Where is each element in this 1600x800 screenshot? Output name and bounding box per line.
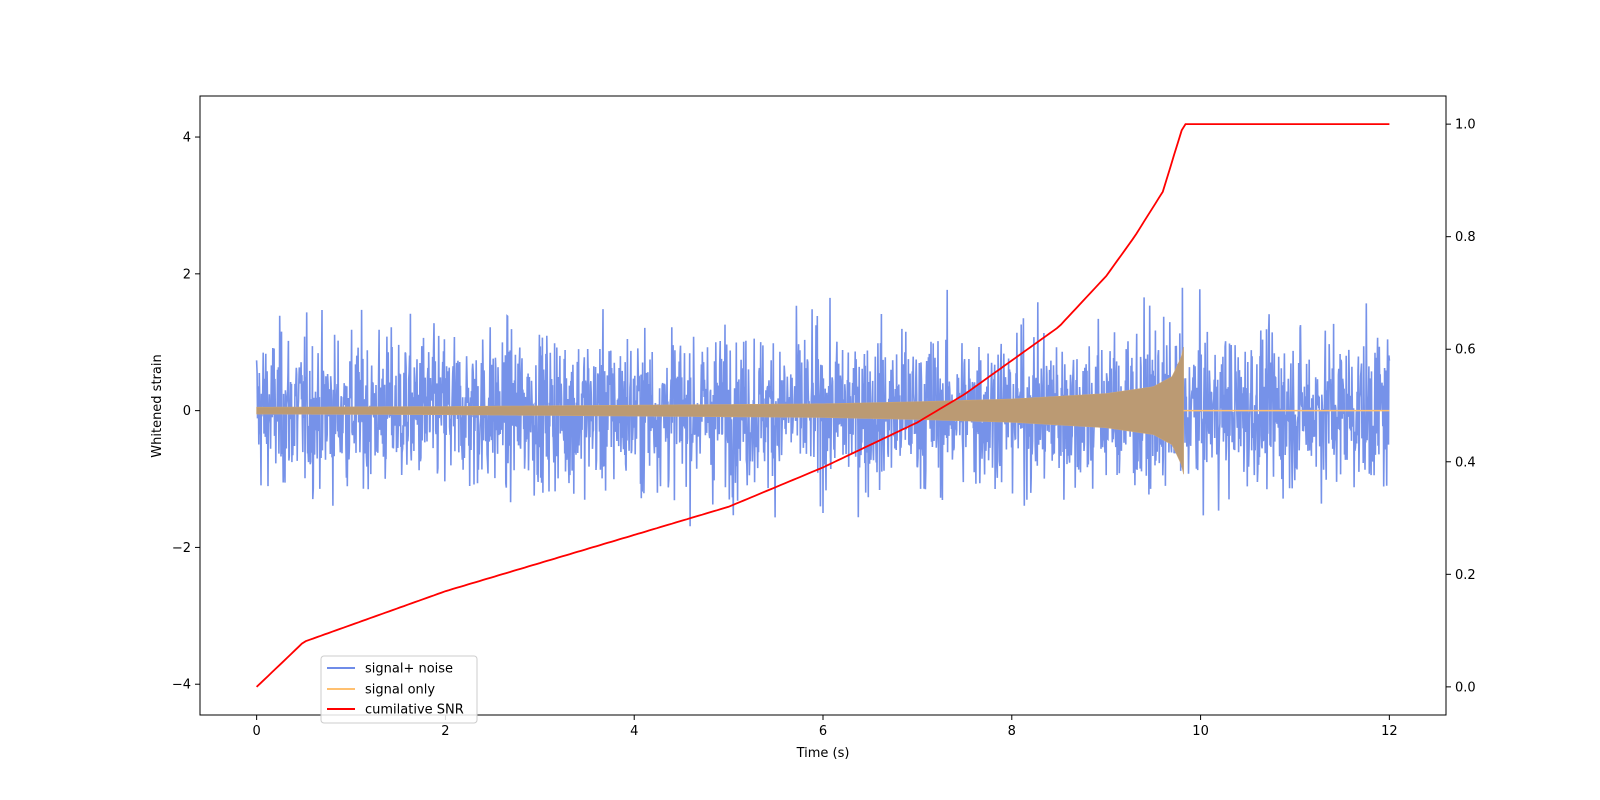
y-tick-label: 4 [183, 131, 191, 146]
legend-label-signal-noise: signal+ noise [365, 662, 453, 677]
x-tick-label: 8 [1008, 724, 1016, 739]
legend-label-cumulative-snr: cumilative SNR [365, 703, 464, 718]
series-signal-only [256, 346, 1184, 475]
y2-tick-label: 0.4 [1455, 455, 1476, 470]
y2-tick-label: 1.0 [1455, 118, 1476, 133]
x-axis: 0 2 4 6 8 10 12 [252, 715, 1398, 739]
y-tick-label: 2 [183, 267, 191, 282]
x-axis-label: Time (s) [796, 746, 850, 761]
y2-tick-label: 0.6 [1455, 343, 1476, 358]
y-axis-label: Whitened strain [150, 354, 165, 457]
plot-area [255, 123, 1391, 688]
x-tick-label: 4 [630, 724, 638, 739]
legend-box [320, 655, 478, 724]
y-axis-left: −4 −2 0 2 4 [172, 131, 200, 693]
legend-label-signal-only: signal only [365, 683, 435, 698]
x-tick-label: 0 [252, 724, 260, 739]
y-tick-label: 0 [183, 404, 191, 419]
y2-tick-label: 0.8 [1455, 230, 1476, 245]
y2-tick-label: 0.2 [1455, 568, 1476, 583]
series-signal-noise [255, 287, 1391, 527]
x-tick-label: 10 [1192, 724, 1209, 739]
series-cumulative-snr [255, 123, 1390, 688]
x-tick-label: 2 [441, 724, 449, 739]
legend: signal+ noise signal only cumilative SNR [320, 655, 478, 724]
y-axis-right: 0.0 0.2 0.4 0.6 0.8 1.0 [1446, 118, 1476, 695]
x-tick-label: 6 [819, 724, 827, 739]
y-tick-label: −2 [172, 541, 191, 556]
x-tick-label: 12 [1381, 724, 1398, 739]
y-tick-label: −4 [172, 678, 191, 693]
y2-tick-label: 0.0 [1455, 680, 1476, 695]
